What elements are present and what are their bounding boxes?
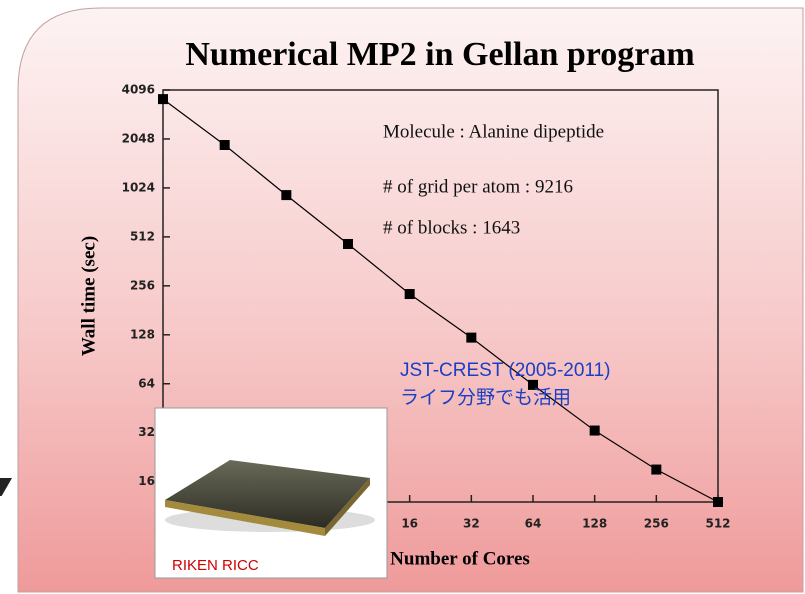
chip (165, 460, 370, 528)
marks: 16 32 64 128 256 512 1024 2048 4096 16 32 64 128 256 5… (122, 83, 731, 531)
chip-side (325, 478, 370, 536)
data-line (162, 98, 719, 503)
y-tick-label: 256 (130, 278, 155, 292)
plot-frame (162, 89, 719, 503)
chart-title: Numerical MP2 in Gellan program (185, 36, 694, 73)
y-tick-label: 32 (138, 425, 155, 439)
y-tick-label: 16 (138, 474, 155, 488)
photo: RIKEN RICC (0, 407, 388, 579)
y-tick-label: 1024 (122, 180, 155, 194)
data-point (281, 190, 292, 201)
photo-caption: RIKEN RICC (172, 557, 259, 574)
x-tick-label: 512 (705, 517, 730, 531)
y-tick-label: 512 (130, 229, 155, 243)
data-point (219, 140, 230, 151)
annotation: JST-CREST (2005-2011) (400, 360, 611, 381)
x-tick-label: 64 (525, 517, 542, 531)
x-tick-label: 32 (463, 517, 480, 531)
data-point (158, 94, 168, 105)
x-tick-label: 16 (401, 517, 418, 531)
die (0, 478, 13, 496)
annotation: ライフ分野でも活用 (400, 387, 571, 409)
y-axis-label: Wall time (sec) (78, 236, 99, 356)
data-point (528, 379, 538, 390)
y-tick-label: 64 (138, 376, 155, 390)
data-point (404, 289, 415, 300)
annotation: Molecule : Alanine dipeptide (383, 121, 604, 142)
x-tick-label: 256 (644, 517, 669, 531)
data-point (651, 464, 662, 475)
data-point (466, 332, 477, 343)
annotation: # of grid per atom : 9216 (383, 176, 573, 197)
chip-pins (165, 500, 325, 536)
data-point (343, 238, 353, 249)
y-tick-label: 128 (130, 327, 155, 341)
data-point (713, 497, 723, 507)
x-axis-label: Number of Cores (390, 548, 530, 569)
data-point (589, 425, 600, 436)
y-tick-label: 4096 (122, 83, 155, 97)
x-tick-label: 128 (582, 517, 607, 531)
y-tick-label: 2048 (122, 131, 155, 145)
annotation: # of blocks : 1643 (383, 217, 520, 238)
